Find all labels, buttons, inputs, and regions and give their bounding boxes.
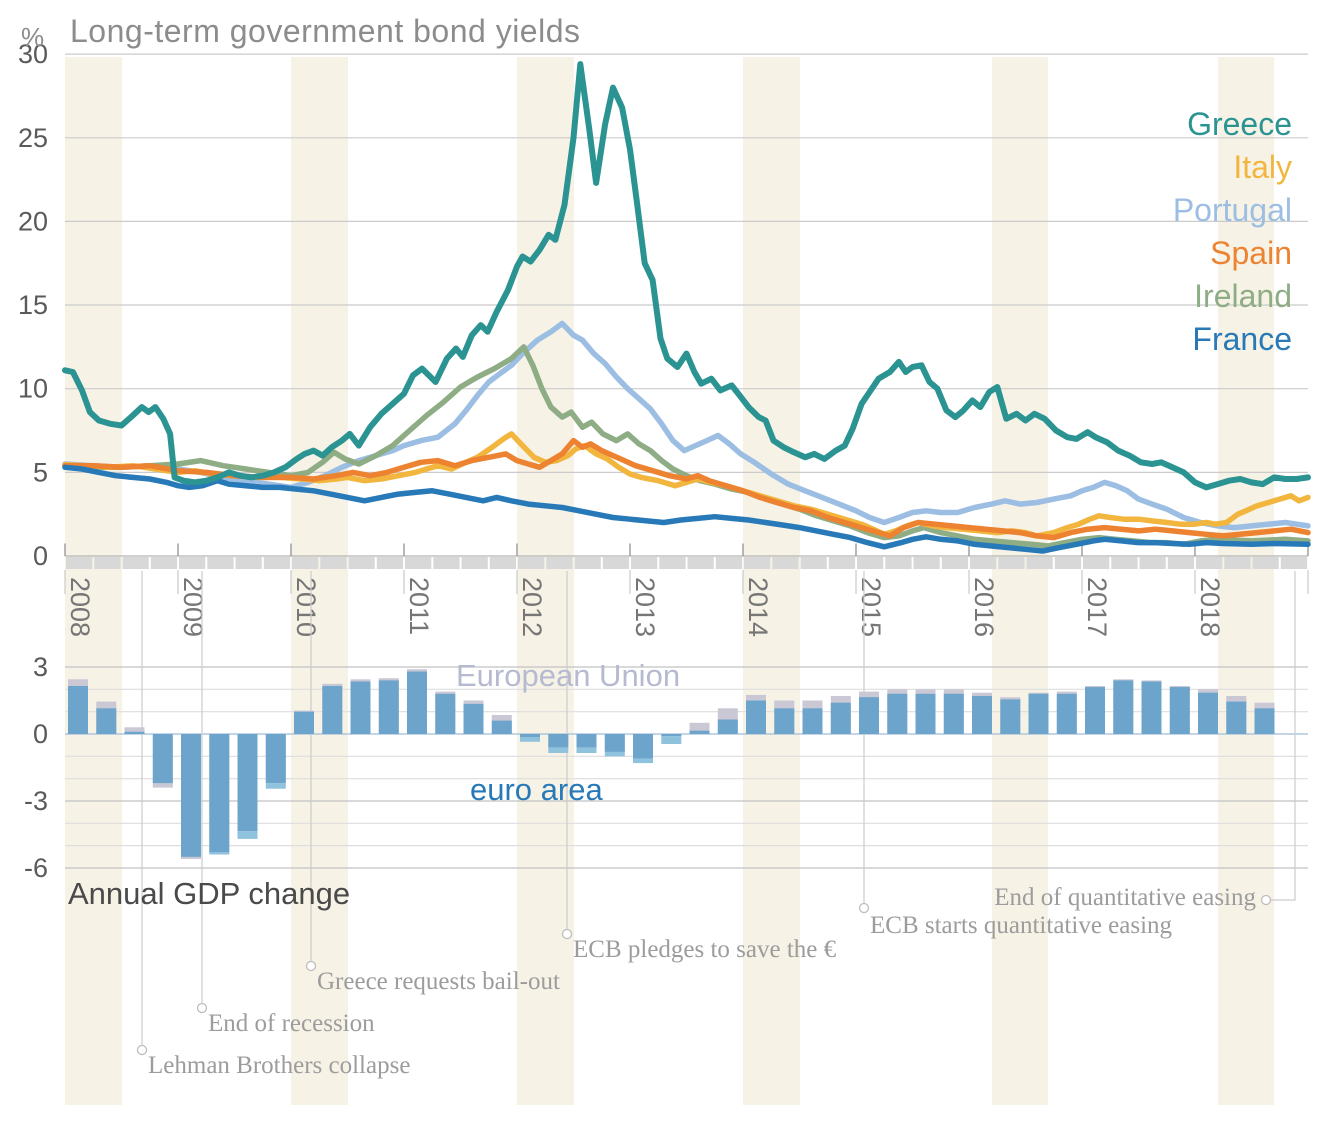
gdp-chart-title: Annual GDP change	[68, 876, 351, 911]
annotation-end-of-recession: End of recession	[208, 1010, 375, 1037]
legend-item-france: France	[1192, 321, 1292, 357]
svg-text:0: 0	[33, 719, 48, 749]
svg-text:2012: 2012	[517, 577, 547, 637]
svg-text:2009: 2009	[178, 577, 208, 637]
annotation-greece-bailout: Greece requests bail-out	[317, 968, 560, 995]
european-union-series-label: European Union	[456, 658, 681, 693]
percent-axis-label: %	[21, 22, 45, 52]
bond-legend: Greece Italy Portugal Spain Ireland Fran…	[1173, 103, 1292, 361]
svg-text:2010: 2010	[291, 577, 321, 637]
annotation-leader-lines	[136, 571, 1296, 1056]
annotation-qe-end: End of quantitative easing	[994, 884, 1256, 911]
svg-text:5: 5	[33, 457, 48, 487]
svg-text:2017: 2017	[1082, 577, 1112, 637]
bond-chart-x-axis: 2008 2009 2010 2011 2012 2013 2014 2015 2016 2017…	[64, 543, 1309, 637]
svg-text:20: 20	[18, 206, 48, 236]
svg-text:30: 30	[18, 39, 48, 69]
euro-area-series-label: euro area	[470, 772, 603, 807]
yield-line-france	[62, 464, 1311, 554]
annotation-lehman-collapse: Lehman Brothers collapse	[148, 1052, 411, 1079]
yield-line-spain	[62, 437, 1311, 541]
year-stripe	[991, 57, 1049, 1105]
legend-item-portugal: Portugal	[1172, 192, 1292, 228]
svg-text:10: 10	[18, 374, 48, 404]
svg-text:-6: -6	[24, 853, 48, 883]
year-stripe	[1217, 57, 1275, 1105]
svg-text:2008: 2008	[65, 577, 95, 637]
svg-text:2016: 2016	[969, 577, 999, 637]
svg-text:2015: 2015	[856, 577, 886, 637]
svg-text:2011: 2011	[404, 577, 434, 635]
svg-text:2013: 2013	[630, 577, 660, 637]
annotation-qe-start: ECB starts quantitative easing	[870, 912, 1173, 939]
svg-text:25: 25	[18, 123, 48, 153]
svg-text:-3: -3	[24, 786, 48, 816]
yield-line-greece	[62, 61, 1311, 491]
svg-text:3: 3	[33, 652, 48, 682]
svg-text:2014: 2014	[743, 577, 773, 637]
svg-text:15: 15	[18, 290, 48, 320]
svg-text:2018: 2018	[1195, 577, 1225, 637]
bond-chart-title: Long-term government bond yields	[70, 13, 581, 49]
annotation-ecb-pledge: ECB pledges to save the €	[573, 936, 837, 963]
legend-item-spain: Spain	[1210, 235, 1292, 271]
bond-yield-lines	[62, 61, 1311, 554]
year-stripe	[65, 57, 122, 1105]
legend-item-ireland: Ireland	[1194, 278, 1292, 314]
year-stripe	[291, 57, 348, 1105]
yield-line-ireland	[62, 344, 1311, 549]
legend-item-greece: Greece	[1187, 106, 1292, 142]
svg-text:0: 0	[33, 541, 48, 571]
legend-item-italy: Italy	[1233, 149, 1292, 185]
year-stripe	[743, 57, 800, 1105]
gdp-bars	[68, 669, 1275, 859]
